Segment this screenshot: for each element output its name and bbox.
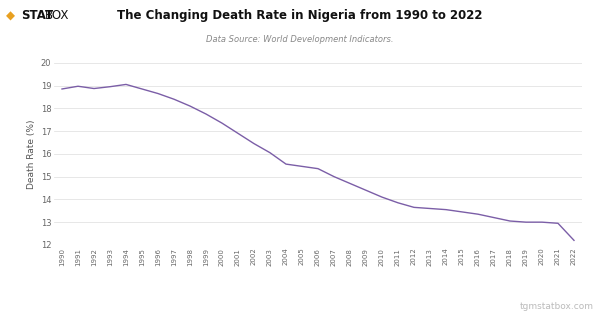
Text: The Changing Death Rate in Nigeria from 1990 to 2022: The Changing Death Rate in Nigeria from … bbox=[117, 9, 483, 22]
Text: tgmstatbox.com: tgmstatbox.com bbox=[520, 302, 594, 311]
Text: ◆: ◆ bbox=[6, 9, 15, 22]
Text: BOX: BOX bbox=[45, 9, 70, 22]
Y-axis label: Death Rate (%): Death Rate (%) bbox=[28, 119, 37, 189]
Text: STAT: STAT bbox=[21, 9, 53, 22]
Text: Data Source: World Development Indicators.: Data Source: World Development Indicator… bbox=[206, 35, 394, 44]
